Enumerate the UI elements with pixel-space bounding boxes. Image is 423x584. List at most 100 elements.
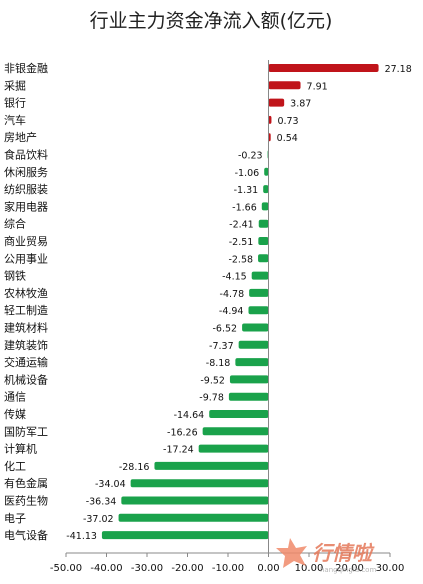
category-label: 纺织服装 (4, 182, 48, 196)
star-logo-icon (276, 538, 307, 568)
category-label: 通信 (4, 391, 26, 404)
bar (268, 81, 301, 90)
bar (101, 531, 269, 540)
value-label: -0.23 (238, 151, 263, 162)
watermark-text: 行情啦 (312, 541, 375, 565)
bars-group (101, 64, 379, 540)
bar (118, 513, 269, 522)
value-label: -1.06 (235, 168, 260, 179)
value-label: -6.52 (213, 324, 238, 335)
category-label: 公用事业 (4, 252, 48, 265)
x-tick-label: 0.00 (257, 563, 279, 574)
value-label: -9.78 (199, 393, 224, 404)
bar (154, 461, 269, 470)
x-tick-label: 20.00 (335, 563, 364, 574)
category-label: 电气设备 (4, 528, 48, 542)
watermark-subtext: hangqingla.com (320, 566, 376, 574)
bar (238, 340, 269, 349)
bar (258, 219, 269, 228)
category-label: 传媒 (4, 408, 26, 421)
value-label: -17.24 (163, 445, 194, 456)
category-label: 采掘 (4, 78, 26, 92)
x-axis: -50.00 -40.00 -30.00 -20.00 -10.00 0.00 10.00 2… (50, 60, 404, 574)
value-label: -2.41 (229, 220, 254, 231)
value-label: -34.04 (95, 479, 126, 490)
bar (268, 115, 272, 124)
category-label: 农林牧渔 (4, 286, 48, 300)
bar (121, 496, 269, 505)
category-label: 商业贸易 (4, 234, 48, 248)
value-label: -1.66 (232, 202, 257, 213)
value-label: -4.94 (219, 306, 244, 317)
bar (229, 375, 269, 384)
bar (268, 64, 379, 72)
bar (235, 358, 269, 367)
watermark: 行情啦 hangqingla.com (276, 538, 376, 574)
value-label: -9.52 (200, 375, 225, 386)
category-label: 机械设备 (4, 372, 48, 386)
category-label: 有色金属 (4, 476, 48, 490)
bar (228, 392, 269, 401)
category-label: 汽车 (4, 113, 26, 127)
x-tick-label: -40.00 (90, 563, 122, 574)
bar (130, 479, 269, 488)
category-label: 银行 (4, 96, 26, 110)
category-label: 钢铁 (4, 270, 26, 283)
value-label: 3.87 (290, 99, 311, 110)
value-label: -14.64 (174, 410, 205, 421)
x-tick-label: 30.00 (376, 563, 405, 574)
bar (268, 98, 285, 107)
bar (263, 185, 269, 194)
value-label: -4.15 (222, 272, 247, 283)
value-label: 7.91 (307, 81, 328, 92)
bar (261, 202, 269, 211)
category-label: 轻工制造 (4, 303, 48, 317)
category-label: 房地产 (4, 130, 37, 144)
value-labels: 27.18 7.91 3.87 0.73 0.54 -0.23 -1.06 -1.31 -1.6… (66, 64, 411, 542)
x-tick-label: -50.00 (50, 563, 82, 574)
value-label: -36.34 (86, 497, 117, 508)
value-label: -4.78 (220, 289, 245, 300)
value-label: -1.31 (234, 185, 259, 196)
category-label: 计算机 (4, 442, 37, 456)
bar (268, 133, 271, 142)
value-label: -41.13 (66, 531, 97, 542)
category-labels: 非银金融采掘银行汽车房地产食品饮料休闲服务纺织服装家用电器综合商业贸易公用事业钢… (4, 61, 48, 542)
value-label: -28.16 (119, 462, 150, 473)
category-label: 食品饮料 (4, 148, 48, 162)
value-label: -7.37 (209, 341, 234, 352)
category-label: 化工 (4, 459, 26, 473)
value-label: 0.54 (277, 133, 298, 144)
category-label: 医药生物 (4, 494, 48, 508)
bar (202, 427, 269, 436)
value-label: -8.18 (206, 358, 231, 369)
category-label: 综合 (4, 217, 26, 231)
x-tick-label: -20.00 (171, 563, 203, 574)
bar (251, 271, 269, 280)
bar (264, 167, 269, 176)
x-tick-label: 10.00 (295, 563, 324, 574)
value-label: -37.02 (83, 514, 114, 525)
category-label: 交通运输 (4, 355, 48, 369)
value-label: 0.73 (277, 116, 298, 127)
x-tick-label: -10.00 (212, 563, 244, 574)
chart-title: 行业主力资金净流入额(亿元) (90, 10, 333, 32)
category-label: 建筑材料 (4, 321, 48, 335)
category-label: 电子 (4, 512, 26, 525)
bar (198, 444, 269, 453)
value-label: -16.26 (167, 427, 198, 438)
category-label: 家用电器 (4, 199, 48, 213)
x-tick-label: -30.00 (131, 563, 163, 574)
category-label: 休闲服务 (4, 165, 48, 179)
bar (242, 323, 269, 332)
value-label: 27.18 (385, 64, 412, 75)
value-label: -2.58 (228, 254, 253, 265)
bar (258, 237, 269, 245)
bar (249, 288, 269, 297)
bar (248, 306, 269, 315)
category-label: 建筑装饰 (4, 338, 48, 352)
category-label: 国防军工 (4, 424, 48, 438)
bar (258, 254, 269, 263)
value-label: -2.51 (229, 237, 254, 248)
